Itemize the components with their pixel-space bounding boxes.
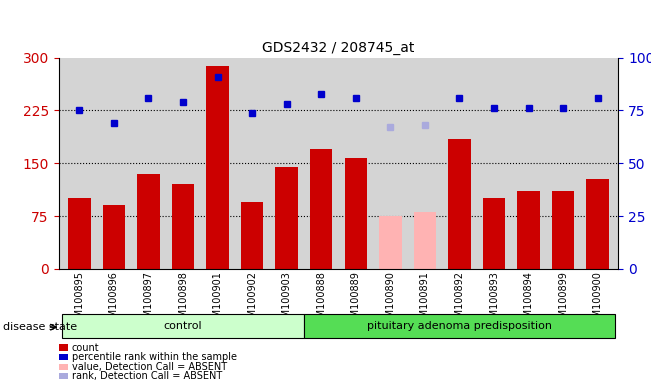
Bar xyxy=(310,149,333,269)
Text: GSM100893: GSM100893 xyxy=(489,271,499,330)
Text: GSM100892: GSM100892 xyxy=(454,271,464,330)
Bar xyxy=(518,191,540,269)
Text: GSM100902: GSM100902 xyxy=(247,271,257,330)
Text: percentile rank within the sample: percentile rank within the sample xyxy=(72,352,236,362)
Bar xyxy=(275,167,298,269)
Text: GSM100888: GSM100888 xyxy=(316,271,326,330)
Text: GSM100903: GSM100903 xyxy=(282,271,292,330)
Bar xyxy=(172,184,194,269)
Text: count: count xyxy=(72,343,99,353)
Bar xyxy=(68,199,90,269)
Text: disease state: disease state xyxy=(3,322,77,332)
Title: GDS2432 / 208745_at: GDS2432 / 208745_at xyxy=(262,41,415,55)
Text: GSM100891: GSM100891 xyxy=(420,271,430,330)
Bar xyxy=(483,199,505,269)
Bar xyxy=(552,191,574,269)
Text: pituitary adenoma predisposition: pituitary adenoma predisposition xyxy=(367,321,552,331)
Text: value, Detection Call = ABSENT: value, Detection Call = ABSENT xyxy=(72,362,227,372)
FancyBboxPatch shape xyxy=(304,314,615,339)
Text: GSM100890: GSM100890 xyxy=(385,271,395,330)
Text: GSM100896: GSM100896 xyxy=(109,271,119,330)
Bar xyxy=(206,66,229,269)
Text: GSM100897: GSM100897 xyxy=(143,271,154,330)
Text: GSM100899: GSM100899 xyxy=(558,271,568,330)
Bar xyxy=(103,205,125,269)
Bar xyxy=(344,157,367,269)
Bar xyxy=(379,216,402,269)
Text: GSM100894: GSM100894 xyxy=(523,271,534,330)
Text: rank, Detection Call = ABSENT: rank, Detection Call = ABSENT xyxy=(72,371,222,381)
Bar xyxy=(137,174,159,269)
Text: GSM100898: GSM100898 xyxy=(178,271,188,330)
Bar xyxy=(241,202,264,269)
Text: GSM100900: GSM100900 xyxy=(592,271,603,330)
Text: GSM100889: GSM100889 xyxy=(351,271,361,330)
Text: control: control xyxy=(163,321,202,331)
Bar xyxy=(413,212,436,269)
Bar xyxy=(587,179,609,269)
Text: GSM100895: GSM100895 xyxy=(74,271,85,330)
FancyBboxPatch shape xyxy=(62,314,304,339)
Bar xyxy=(449,139,471,269)
Text: GSM100901: GSM100901 xyxy=(213,271,223,330)
